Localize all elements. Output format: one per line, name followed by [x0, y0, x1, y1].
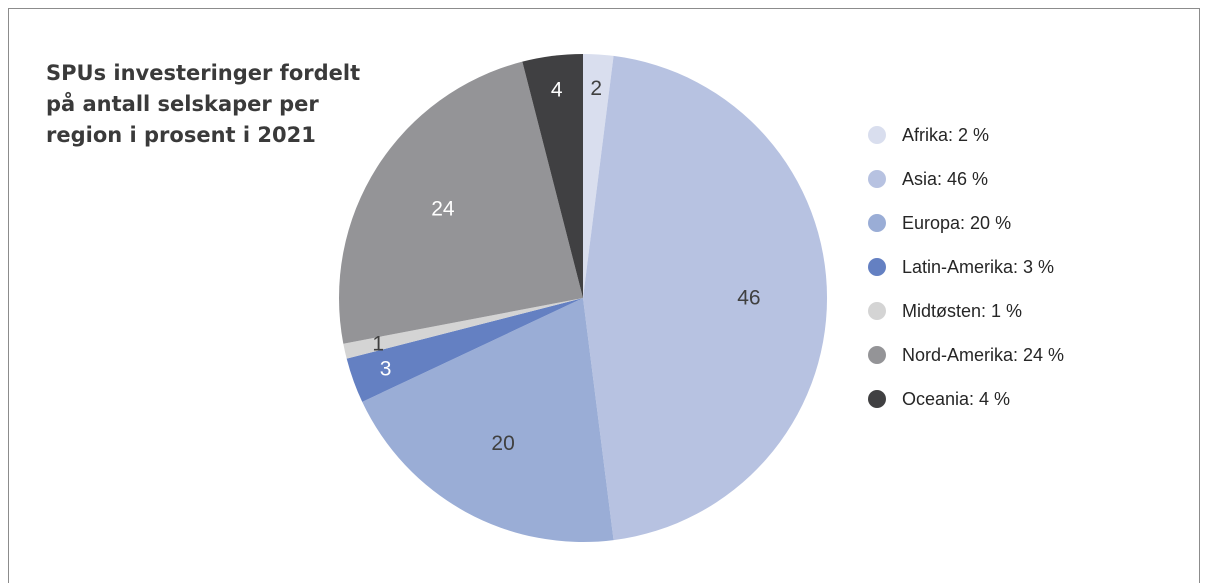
legend-marker-latin-amerika — [868, 258, 886, 276]
legend-marker-asia — [868, 170, 886, 188]
legend-label-midtosten: Midtøsten: 1 % — [902, 300, 1023, 321]
pie-slice-nord-amerika — [338, 61, 583, 344]
pie-slice-oceania — [522, 54, 583, 298]
pie-slice-midtosten — [343, 298, 583, 359]
legend-item-nord-amerika: Nord-Amerika: 24 % — [868, 333, 1064, 377]
pie-slice-asia — [583, 55, 828, 541]
legend-label-nord-amerika: Nord-Amerika: 24 % — [902, 344, 1065, 365]
pie-slices — [338, 54, 828, 543]
legend-marker-afrika — [868, 126, 886, 144]
legend-item-asia: Asia: 46 % — [868, 157, 1064, 201]
legend-label-afrika: Afrika: 2 % — [902, 124, 990, 145]
pie-slice-labels: 2 46 20 3 1 24 4 — [372, 77, 760, 455]
pie-slice-label-midtosten: 1 — [372, 332, 384, 355]
pie-slice-label-europa: 20 — [491, 432, 514, 455]
legend-item-afrika: Afrika: 2 % — [868, 113, 1064, 157]
legend-marker-nord-amerika — [868, 346, 886, 364]
legend-label-europa: Europa: 20 % — [902, 212, 1012, 233]
legend-label-oceania: Oceania: 4 % — [902, 388, 1011, 409]
legend-marker-europa — [868, 214, 886, 232]
pie-slice-europa — [362, 298, 614, 543]
legend-item-latin-amerika: Latin-Amerika: 3 % — [868, 245, 1064, 289]
chart-legend: Afrika: 2 % Asia: 46 % Europa: 20 % Latin-A… — [868, 113, 1064, 421]
legend-label-latin-amerika: Latin-Amerika: 3 % — [902, 256, 1055, 277]
legend-item-oceania: Oceania: 4 % — [868, 377, 1064, 421]
pie-slice-label-oceania: 4 — [551, 78, 563, 101]
legend-label-asia: Asia: 46 % — [902, 168, 989, 189]
pie-slice-label-afrika: 2 — [590, 77, 602, 100]
pie-slice-label-latin-amerika: 3 — [380, 358, 392, 381]
chart-title: SPUs investeringer fordelt på antall sel… — [46, 61, 361, 147]
pie-slice-afrika — [583, 54, 614, 298]
legend-marker-midtosten — [868, 302, 886, 320]
pie-slice-latin-amerika — [346, 298, 583, 402]
legend-item-europa: Europa: 20 % — [868, 201, 1064, 245]
legend-item-midtosten: Midtøsten: 1 % — [868, 289, 1064, 333]
pie-slice-label-asia: 46 — [737, 287, 760, 310]
legend-marker-oceania — [868, 390, 886, 408]
pie-slice-label-nord-amerika: 24 — [431, 198, 455, 221]
